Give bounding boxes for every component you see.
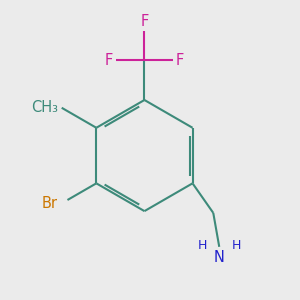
- Text: CH₃: CH₃: [32, 100, 58, 115]
- Text: H: H: [232, 239, 241, 252]
- Text: F: F: [105, 52, 113, 68]
- Text: H: H: [198, 239, 207, 252]
- Text: N: N: [214, 250, 225, 265]
- Text: F: F: [140, 14, 148, 29]
- Text: Br: Br: [41, 196, 57, 211]
- Text: F: F: [176, 52, 184, 68]
